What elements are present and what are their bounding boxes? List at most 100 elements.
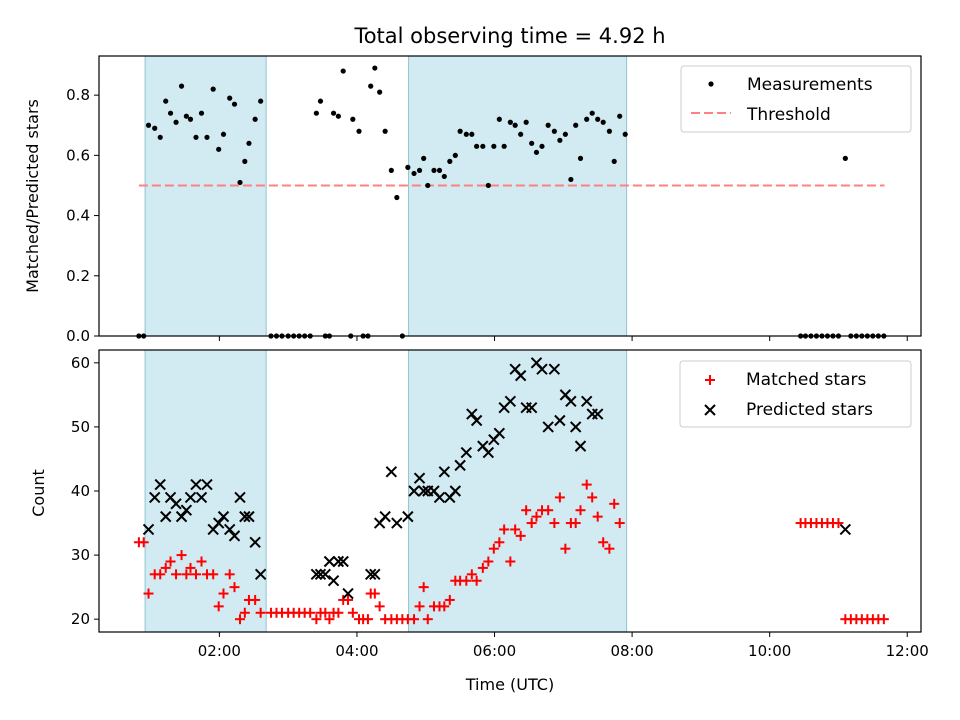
matched-star-point [531, 511, 542, 522]
matched-star-point [176, 550, 187, 561]
measurement-point [167, 110, 174, 116]
measurement-point [577, 155, 584, 161]
matched-star-point [878, 614, 889, 625]
measurement-point [562, 131, 568, 137]
matched-star-point [543, 505, 554, 516]
predicted-star-point [454, 459, 466, 472]
predicted-star-point [223, 523, 236, 536]
predicted-x-b [234, 491, 246, 504]
predicted-x-b [164, 491, 177, 504]
measurement-point [606, 128, 612, 134]
matched-star-point [165, 556, 176, 567]
measurement-point [491, 143, 497, 149]
matched-star-point [343, 594, 354, 605]
predicted-x-b [504, 395, 517, 407]
predicted-x-b [542, 421, 554, 433]
measurement-point [411, 170, 417, 177]
top-shaded-interval [144, 55, 267, 337]
measurement-point [452, 152, 458, 158]
matched-star-point [592, 511, 603, 522]
predicted-star-point [142, 523, 155, 536]
measurement-point [421, 155, 427, 161]
matched-star-point [598, 537, 609, 548]
predicted-x-b [170, 498, 182, 510]
predicted-x-b [201, 478, 213, 491]
predicted-x-b [149, 491, 161, 504]
predicted-star-point [160, 510, 172, 523]
measurement-point [595, 116, 601, 122]
predicted-star-point [310, 568, 323, 581]
predicted-x-b [460, 446, 473, 459]
matched-star-point [521, 505, 532, 516]
measurement-point [317, 98, 324, 104]
measurement-point [368, 83, 374, 89]
predicted-x-b [482, 446, 495, 459]
top-panel: 0.0 0.2 0.4 0.6 0.8 Measurements Threshold [66, 55, 922, 345]
measurement-point [252, 116, 258, 122]
top-y-tick-label: 0.4 [66, 207, 90, 225]
measurement-point [246, 140, 252, 146]
predicted-star-point [417, 485, 430, 497]
predicted-x-b [559, 389, 572, 401]
predicted-x-b [574, 440, 587, 452]
predicted-x-b [319, 568, 332, 581]
measurement-point [545, 122, 551, 128]
top-y-tick-label: 0.2 [66, 267, 90, 285]
bottom-shaded-interval [144, 349, 267, 633]
predicted-x-b [454, 459, 466, 472]
predicted-x-b [332, 555, 345, 568]
matched-star-point [333, 607, 344, 618]
predicted-star-point [365, 568, 377, 581]
predicted-x-b [228, 530, 241, 542]
matched-star-point [554, 492, 565, 503]
measurement-point [157, 134, 163, 140]
measurement-point [431, 167, 437, 174]
measurement-point [447, 158, 453, 164]
predicted-x-b [417, 485, 430, 497]
measurement-point [152, 125, 158, 131]
matched-star-point [477, 562, 488, 573]
predicted-x-b [391, 517, 403, 529]
matched-star-point [515, 530, 526, 541]
predicted-x-b [327, 575, 340, 587]
matched-star-point [374, 601, 385, 612]
predicted-x-b [249, 536, 261, 548]
measurement-point [501, 143, 507, 149]
top-frame [98, 55, 922, 337]
predicted-star-point [201, 478, 213, 491]
measurement-point [388, 167, 394, 174]
measurement-point [557, 137, 563, 143]
matched-star-point [549, 518, 560, 529]
predicted-star-point [466, 408, 478, 420]
predicted-x-b [365, 568, 377, 581]
measurement-point [173, 119, 179, 125]
predicted-x-b [569, 421, 582, 433]
matched-star-point [414, 601, 425, 612]
predicted-x-b [342, 587, 354, 600]
measurement-point [231, 101, 238, 107]
predicted-star-point [402, 510, 414, 523]
measurement-point [237, 179, 243, 186]
matched-star-point [239, 607, 250, 618]
predicted-x-b [565, 395, 577, 407]
predicted-star-point [449, 485, 462, 497]
x-tick-label: 10:00 [748, 642, 791, 660]
predicted-x-b [530, 357, 543, 369]
matched-star-point [229, 582, 240, 593]
predicted-star-point [565, 395, 577, 407]
matched-star-point [609, 498, 620, 509]
measurement-point [258, 98, 264, 104]
measurement-point [163, 98, 169, 104]
measurement-point [216, 146, 222, 152]
predicted-x-b [223, 523, 236, 536]
matched-star-point [614, 518, 625, 529]
measurement-point [227, 95, 233, 101]
measurement-point [335, 113, 341, 119]
measurement-point [441, 173, 447, 180]
predicted-star-point [180, 504, 193, 516]
matched-star-point [418, 582, 429, 593]
bottom-y-tick-label: 20 [71, 610, 90, 628]
predicted-x-b [217, 510, 230, 523]
measurement-point [533, 149, 540, 155]
